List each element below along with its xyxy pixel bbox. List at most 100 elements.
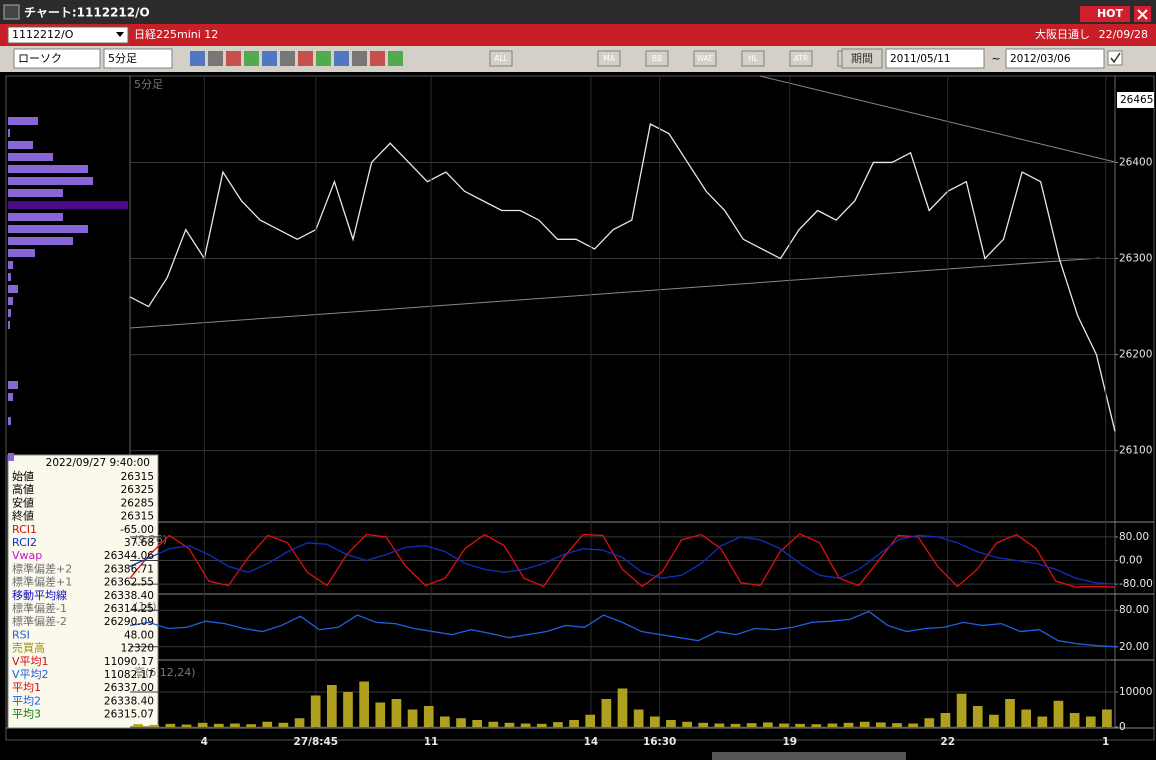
- x-tick-label: 19: [782, 736, 797, 748]
- y-tick-label: 80.00: [1119, 531, 1149, 543]
- tool-icon[interactable]: [352, 51, 367, 66]
- period-label: 期間: [851, 52, 873, 65]
- style-combo[interactable]: [13, 48, 101, 69]
- tool-button-label: ATR: [794, 54, 808, 63]
- last-price: 26465: [1120, 94, 1153, 106]
- chart-area: [5, 75, 1155, 741]
- from-date[interactable]: [885, 48, 985, 69]
- data-value: 26315.07: [104, 709, 154, 721]
- data-label: 終値: [12, 510, 34, 523]
- volume-bar: [536, 723, 547, 727]
- tool-icon[interactable]: [298, 51, 313, 66]
- volume-bar: [343, 692, 353, 727]
- volume-bar: [762, 722, 773, 727]
- data-value: 37.68: [124, 537, 154, 549]
- tool-button[interactable]: [693, 50, 717, 67]
- period-button[interactable]: [841, 48, 883, 69]
- volume-bar: [1085, 716, 1096, 727]
- tool-icon[interactable]: [280, 51, 295, 66]
- volume-bar: [133, 724, 143, 727]
- data-datetime: 2022/09/27 9:40:00: [46, 457, 150, 469]
- tool-icon[interactable]: [334, 51, 349, 66]
- volume-bar: [892, 723, 902, 727]
- volume-bar: [149, 724, 160, 727]
- volume-bar: [391, 699, 402, 727]
- data-label: RSI: [12, 628, 30, 641]
- data-label: 移動平均線: [12, 588, 67, 602]
- x-tick-label: 22: [940, 736, 955, 748]
- data-label: Vwap: [12, 549, 42, 562]
- volume-bar: [504, 722, 515, 727]
- symbol-code: 1112212/O: [12, 28, 74, 41]
- tool-button[interactable]: [789, 50, 813, 67]
- volume-profile-bar: [8, 381, 18, 389]
- tool-button[interactable]: [597, 50, 621, 67]
- volume-bar: [520, 723, 531, 727]
- data-label: 始値: [12, 469, 34, 483]
- volume-bar: [181, 724, 192, 727]
- tool-button[interactable]: [741, 50, 765, 67]
- interval-combo[interactable]: [103, 48, 173, 69]
- series-line: [129, 534, 1116, 585]
- series-line: [129, 123, 1116, 432]
- tilde: ~: [991, 52, 1000, 65]
- hot-button[interactable]: [1080, 6, 1130, 22]
- chart-style: ローソク: [18, 52, 62, 65]
- volume-bar: [827, 723, 838, 727]
- x-tick-label: 14: [584, 736, 599, 748]
- volume-bar: [359, 681, 369, 727]
- tool-icon[interactable]: [226, 51, 241, 66]
- volume-bar: [1069, 713, 1080, 727]
- volume-profile-bar: [8, 417, 11, 425]
- market-name: 大阪日通し: [1035, 27, 1090, 41]
- tool-icon[interactable]: [262, 51, 277, 66]
- volume-bar: [246, 724, 256, 727]
- data-value: 26285: [121, 497, 154, 509]
- data-label: V平均1: [12, 654, 49, 668]
- tool-button-label: HL: [748, 54, 759, 63]
- volume-profile-bar: [8, 117, 38, 125]
- volume-bar: [698, 722, 709, 727]
- tool-icon[interactable]: [190, 51, 205, 66]
- volume-bar: [213, 723, 224, 727]
- volume-profile-bar: [8, 141, 33, 149]
- volume-bar: [714, 723, 725, 727]
- volume-profile-bar: [8, 261, 13, 269]
- volume-bar: [859, 721, 870, 727]
- volume-bar: [569, 720, 579, 727]
- tool-icon[interactable]: [370, 51, 385, 66]
- last-price-box: [1117, 92, 1154, 109]
- data-window: [7, 454, 159, 729]
- volume-profile-bar: [8, 189, 63, 197]
- volume-profile-bar: [8, 237, 73, 245]
- data-value: 11090.17: [104, 656, 154, 668]
- tool-icon[interactable]: [316, 51, 331, 66]
- volume-bar: [585, 714, 596, 727]
- data-label: 安値: [12, 496, 34, 509]
- tool-icon[interactable]: [244, 51, 259, 66]
- volume-bar: [230, 723, 240, 727]
- to-date[interactable]: [1005, 48, 1105, 69]
- scrollbar[interactable]: [712, 752, 906, 760]
- tool-button[interactable]: [645, 50, 669, 67]
- y-tick-label: 20.00: [1119, 641, 1149, 653]
- volume-profile-bar: [8, 129, 10, 137]
- volume-bar: [1005, 699, 1015, 727]
- volume-bar: [553, 722, 563, 727]
- volume-bar: [989, 714, 999, 727]
- to-date-text: 2012/03/06: [1010, 53, 1071, 65]
- volume-profile-bar: [8, 165, 88, 173]
- tool-icon[interactable]: [208, 51, 223, 66]
- tool-icon[interactable]: [388, 51, 403, 66]
- data-value: 26338.40: [104, 695, 154, 707]
- volume-bar: [811, 724, 822, 727]
- volume-bar: [327, 685, 337, 727]
- tool-button-label: ALL: [494, 54, 508, 63]
- volume-bar: [649, 716, 660, 727]
- volume-profile-bar: [8, 393, 13, 401]
- window-title: チャート:1112212/O: [24, 6, 150, 20]
- tool-button[interactable]: [489, 50, 513, 67]
- symbol-combo[interactable]: [7, 26, 129, 44]
- y-tick-label: 26100: [1119, 445, 1152, 457]
